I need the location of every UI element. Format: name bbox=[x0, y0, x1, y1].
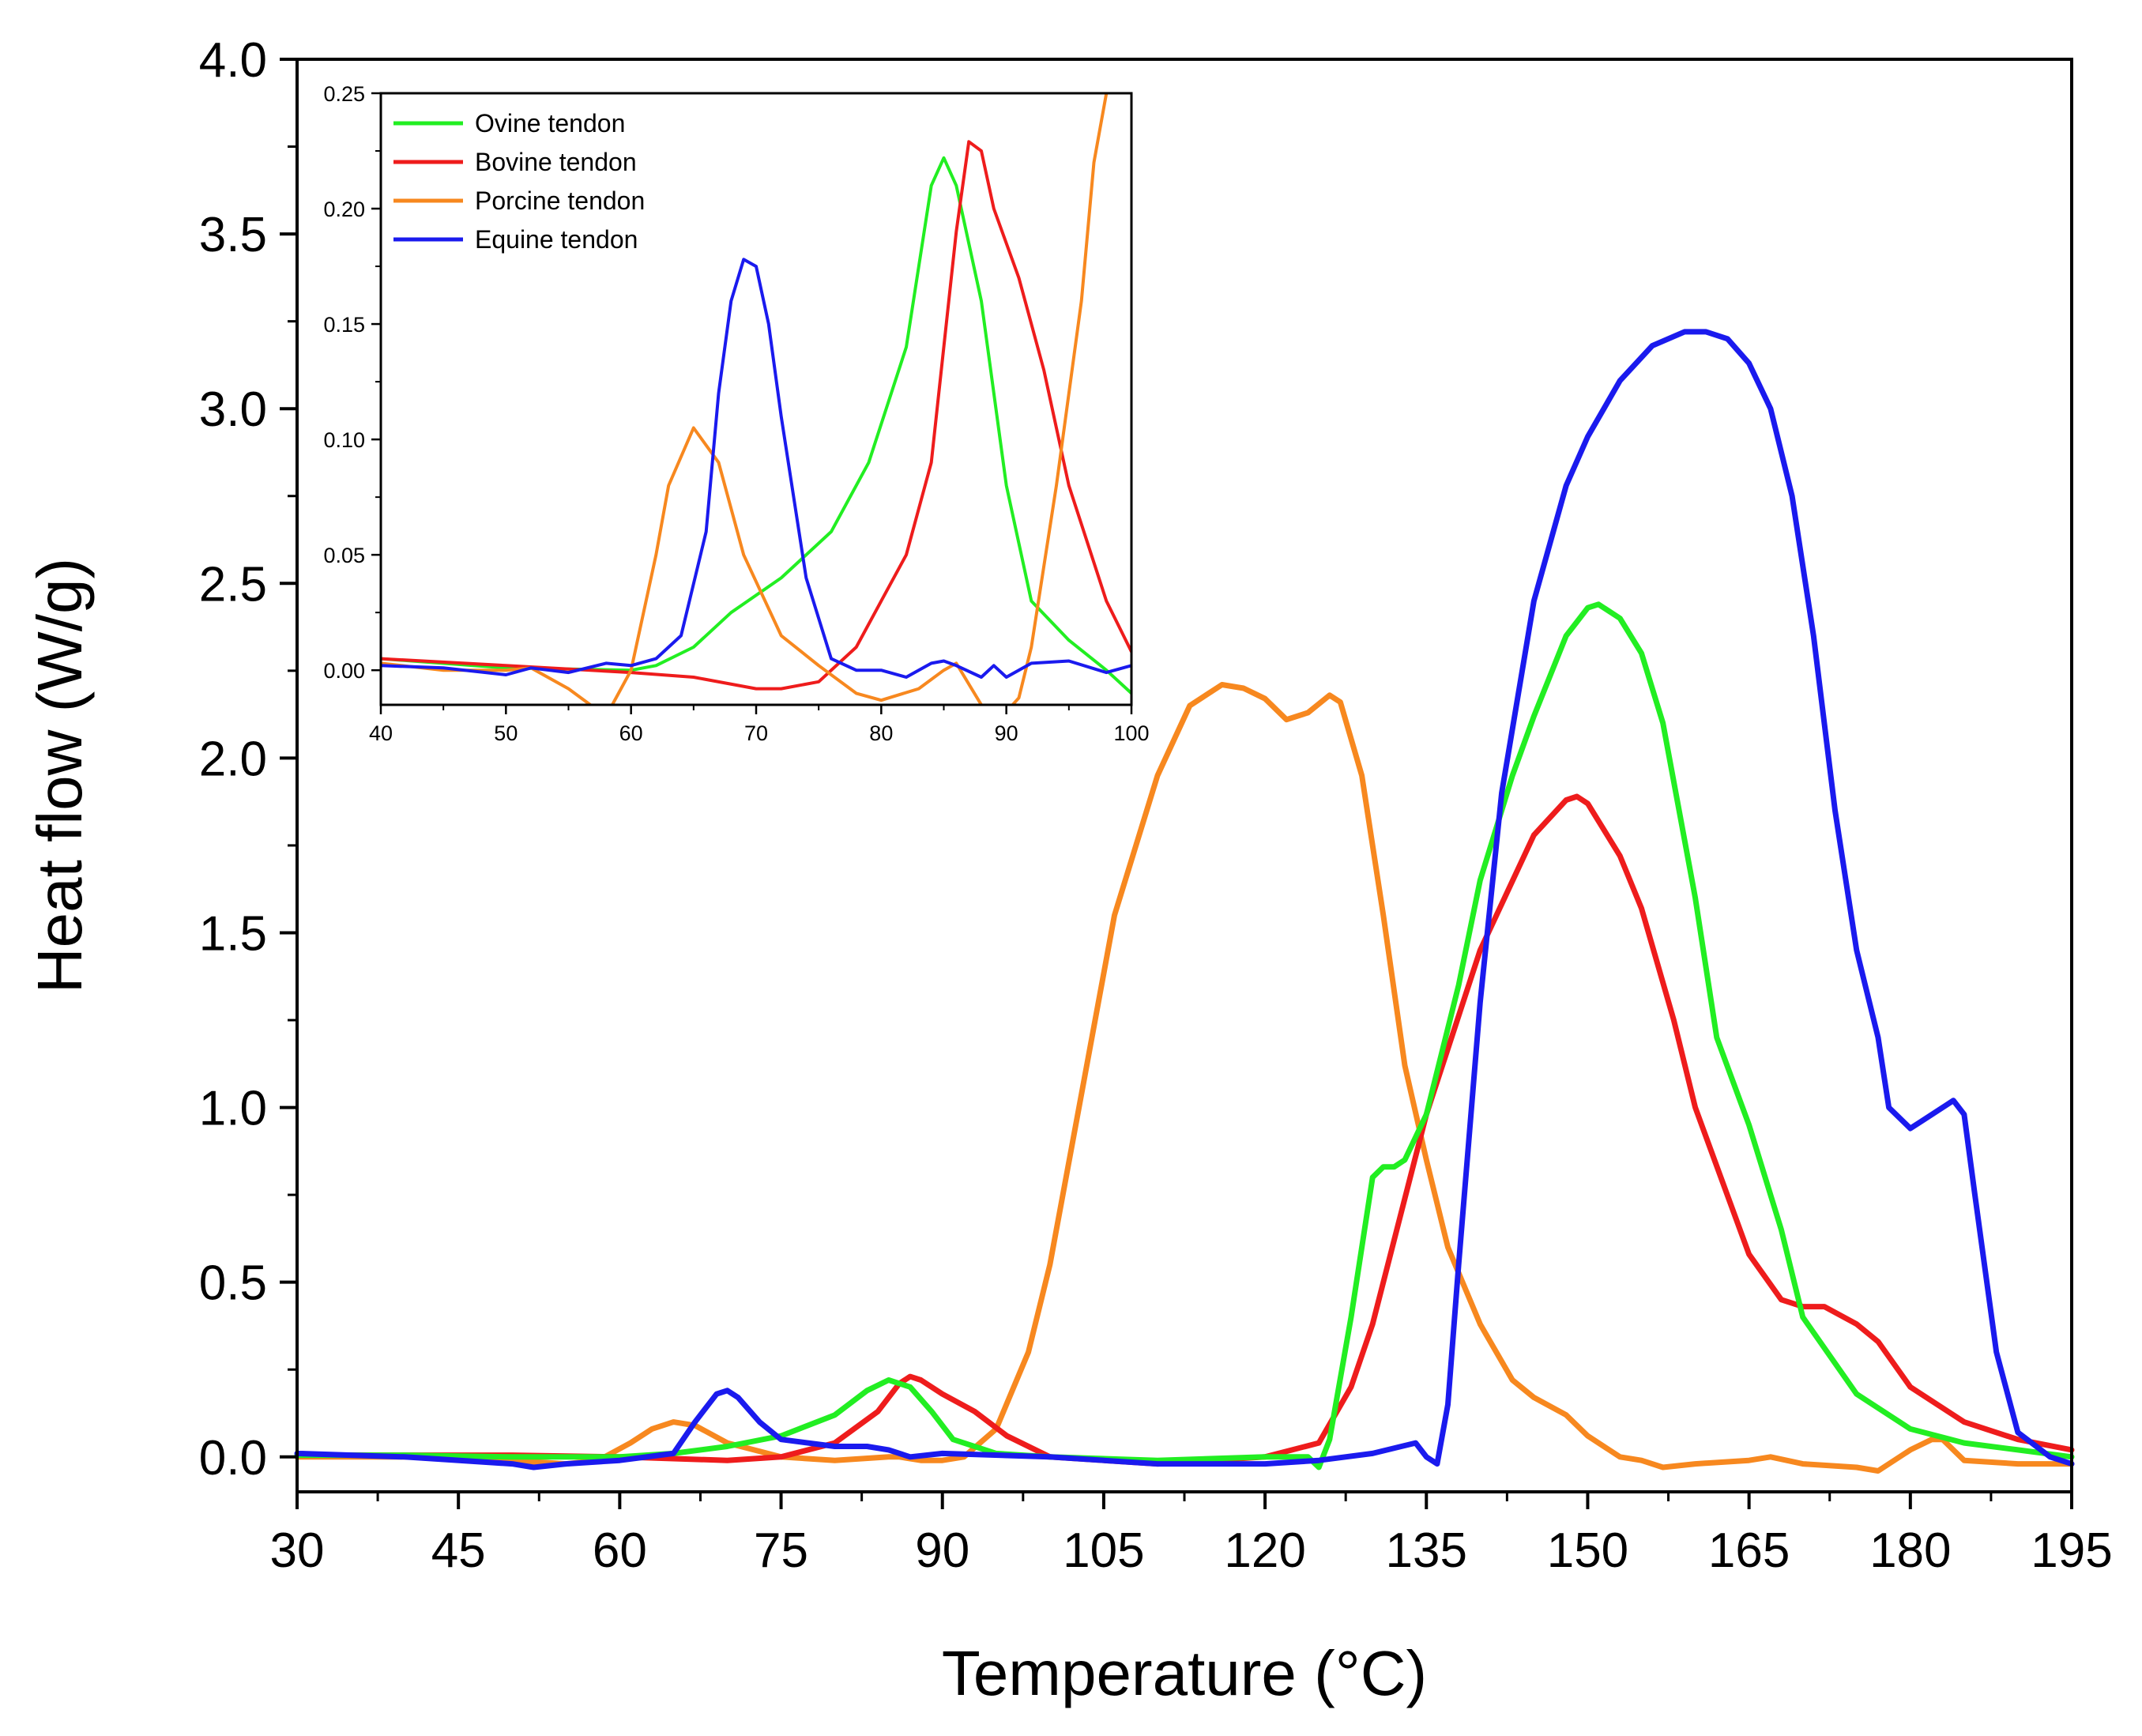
main-x-tick-label-75: 75 bbox=[754, 1523, 808, 1578]
main-x-tick-label-135: 135 bbox=[1386, 1523, 1467, 1578]
inset-x-tick-label-80: 80 bbox=[869, 721, 893, 745]
legend-label-ovine-tendon: Ovine tendon bbox=[475, 109, 625, 137]
main-y-tick-label-2: 2.0 bbox=[199, 732, 267, 786]
inset-legend: Ovine tendon Bovine tendon Porcine tendon E… bbox=[393, 109, 645, 254]
inset-series-group bbox=[381, 93, 1131, 705]
main-x-tick-label-120: 120 bbox=[1224, 1523, 1305, 1578]
inset-y-tick-label-0-15: 0.15 bbox=[323, 313, 365, 337]
main-y-tick-label-3-5: 3.5 bbox=[199, 208, 267, 262]
main-x-axis-title: Temperature (°C) bbox=[942, 1638, 1427, 1708]
main-series-group bbox=[294, 329, 2075, 1474]
main-series-line-bovine-tendon bbox=[294, 793, 2075, 1467]
main-y-axis-title: Heat flow (W/g) bbox=[24, 558, 95, 993]
inset-x-tick-label-60: 60 bbox=[619, 721, 643, 745]
inset-x-tick-label-90: 90 bbox=[995, 721, 1018, 745]
inset-y-tick-label-0-2: 0.20 bbox=[323, 198, 365, 221]
main-y-tick-label-0: 0.0 bbox=[199, 1431, 267, 1486]
main-y-tick-label-3: 3.0 bbox=[199, 382, 267, 437]
inset-x-tick-label-40: 40 bbox=[369, 721, 393, 745]
inset-y-tick-label-0: 0.00 bbox=[323, 659, 365, 683]
main-x-tick-label-195: 195 bbox=[2031, 1523, 2112, 1578]
inset-y-tick-label-0-25: 0.25 bbox=[323, 82, 365, 106]
main-y-tick-label-2-5: 2.5 bbox=[199, 557, 267, 612]
inset-axes-group: 40 50 60 70 80 90 100 0.00 0.05 0.10 0.15 0.20 0.25 bbox=[323, 82, 1149, 745]
main-axes-group: 30 45 60 75 90 105 120 135 150 165 180 195 0.0 0.5 1.0… bbox=[24, 33, 2113, 1708]
inset-y-tick-label-0-1: 0.10 bbox=[323, 428, 365, 452]
main-y-tick-label-0-5: 0.5 bbox=[199, 1256, 267, 1311]
legend-label-porcine-tendon: Porcine tendon bbox=[475, 186, 645, 215]
main-x-tick-label-45: 45 bbox=[431, 1523, 486, 1578]
inset-series-line-ovine-tendon bbox=[381, 156, 1131, 695]
inset-background bbox=[378, 94, 1133, 709]
main-x-tick-label-90: 90 bbox=[915, 1523, 969, 1578]
inset-lines bbox=[381, 93, 1131, 705]
main-x-tick-label-150: 150 bbox=[1547, 1523, 1628, 1578]
inset-x-tick-label-70: 70 bbox=[744, 721, 768, 745]
main-series-line-ovine-tendon bbox=[294, 601, 2075, 1471]
main-y-tick-label-4: 4.0 bbox=[199, 33, 267, 88]
inset-chart: 40 50 60 70 80 90 1000.000.050.100.150.200.25 … bbox=[323, 82, 1149, 745]
main-x-tick-label-180: 180 bbox=[1869, 1523, 1951, 1578]
legend-label-bovine-tendon: Bovine tendon bbox=[475, 148, 637, 176]
inset-series-line-bovine-tendon bbox=[381, 140, 1131, 691]
main-y-tick-label-1: 1.0 bbox=[199, 1082, 267, 1136]
main-y-tick-label-1-5: 1.5 bbox=[199, 906, 267, 961]
legend-label-equine-tendon: Equine tendon bbox=[475, 225, 638, 254]
inset-series-line-equine-tendon bbox=[381, 258, 1131, 679]
main-x-tick-label-105: 105 bbox=[1063, 1523, 1144, 1578]
inset-x-tick-label-50: 50 bbox=[494, 721, 518, 745]
main-x-tick-label-60: 60 bbox=[593, 1523, 647, 1578]
inset-x-tick-label-100: 100 bbox=[1113, 721, 1149, 745]
inset-y-tick-label-0-05: 0.05 bbox=[323, 544, 365, 567]
main-x-tick-label-165: 165 bbox=[1708, 1523, 1790, 1578]
main-series-line-equine-tendon bbox=[294, 329, 2075, 1471]
main-x-tick-label-30: 30 bbox=[270, 1523, 325, 1578]
